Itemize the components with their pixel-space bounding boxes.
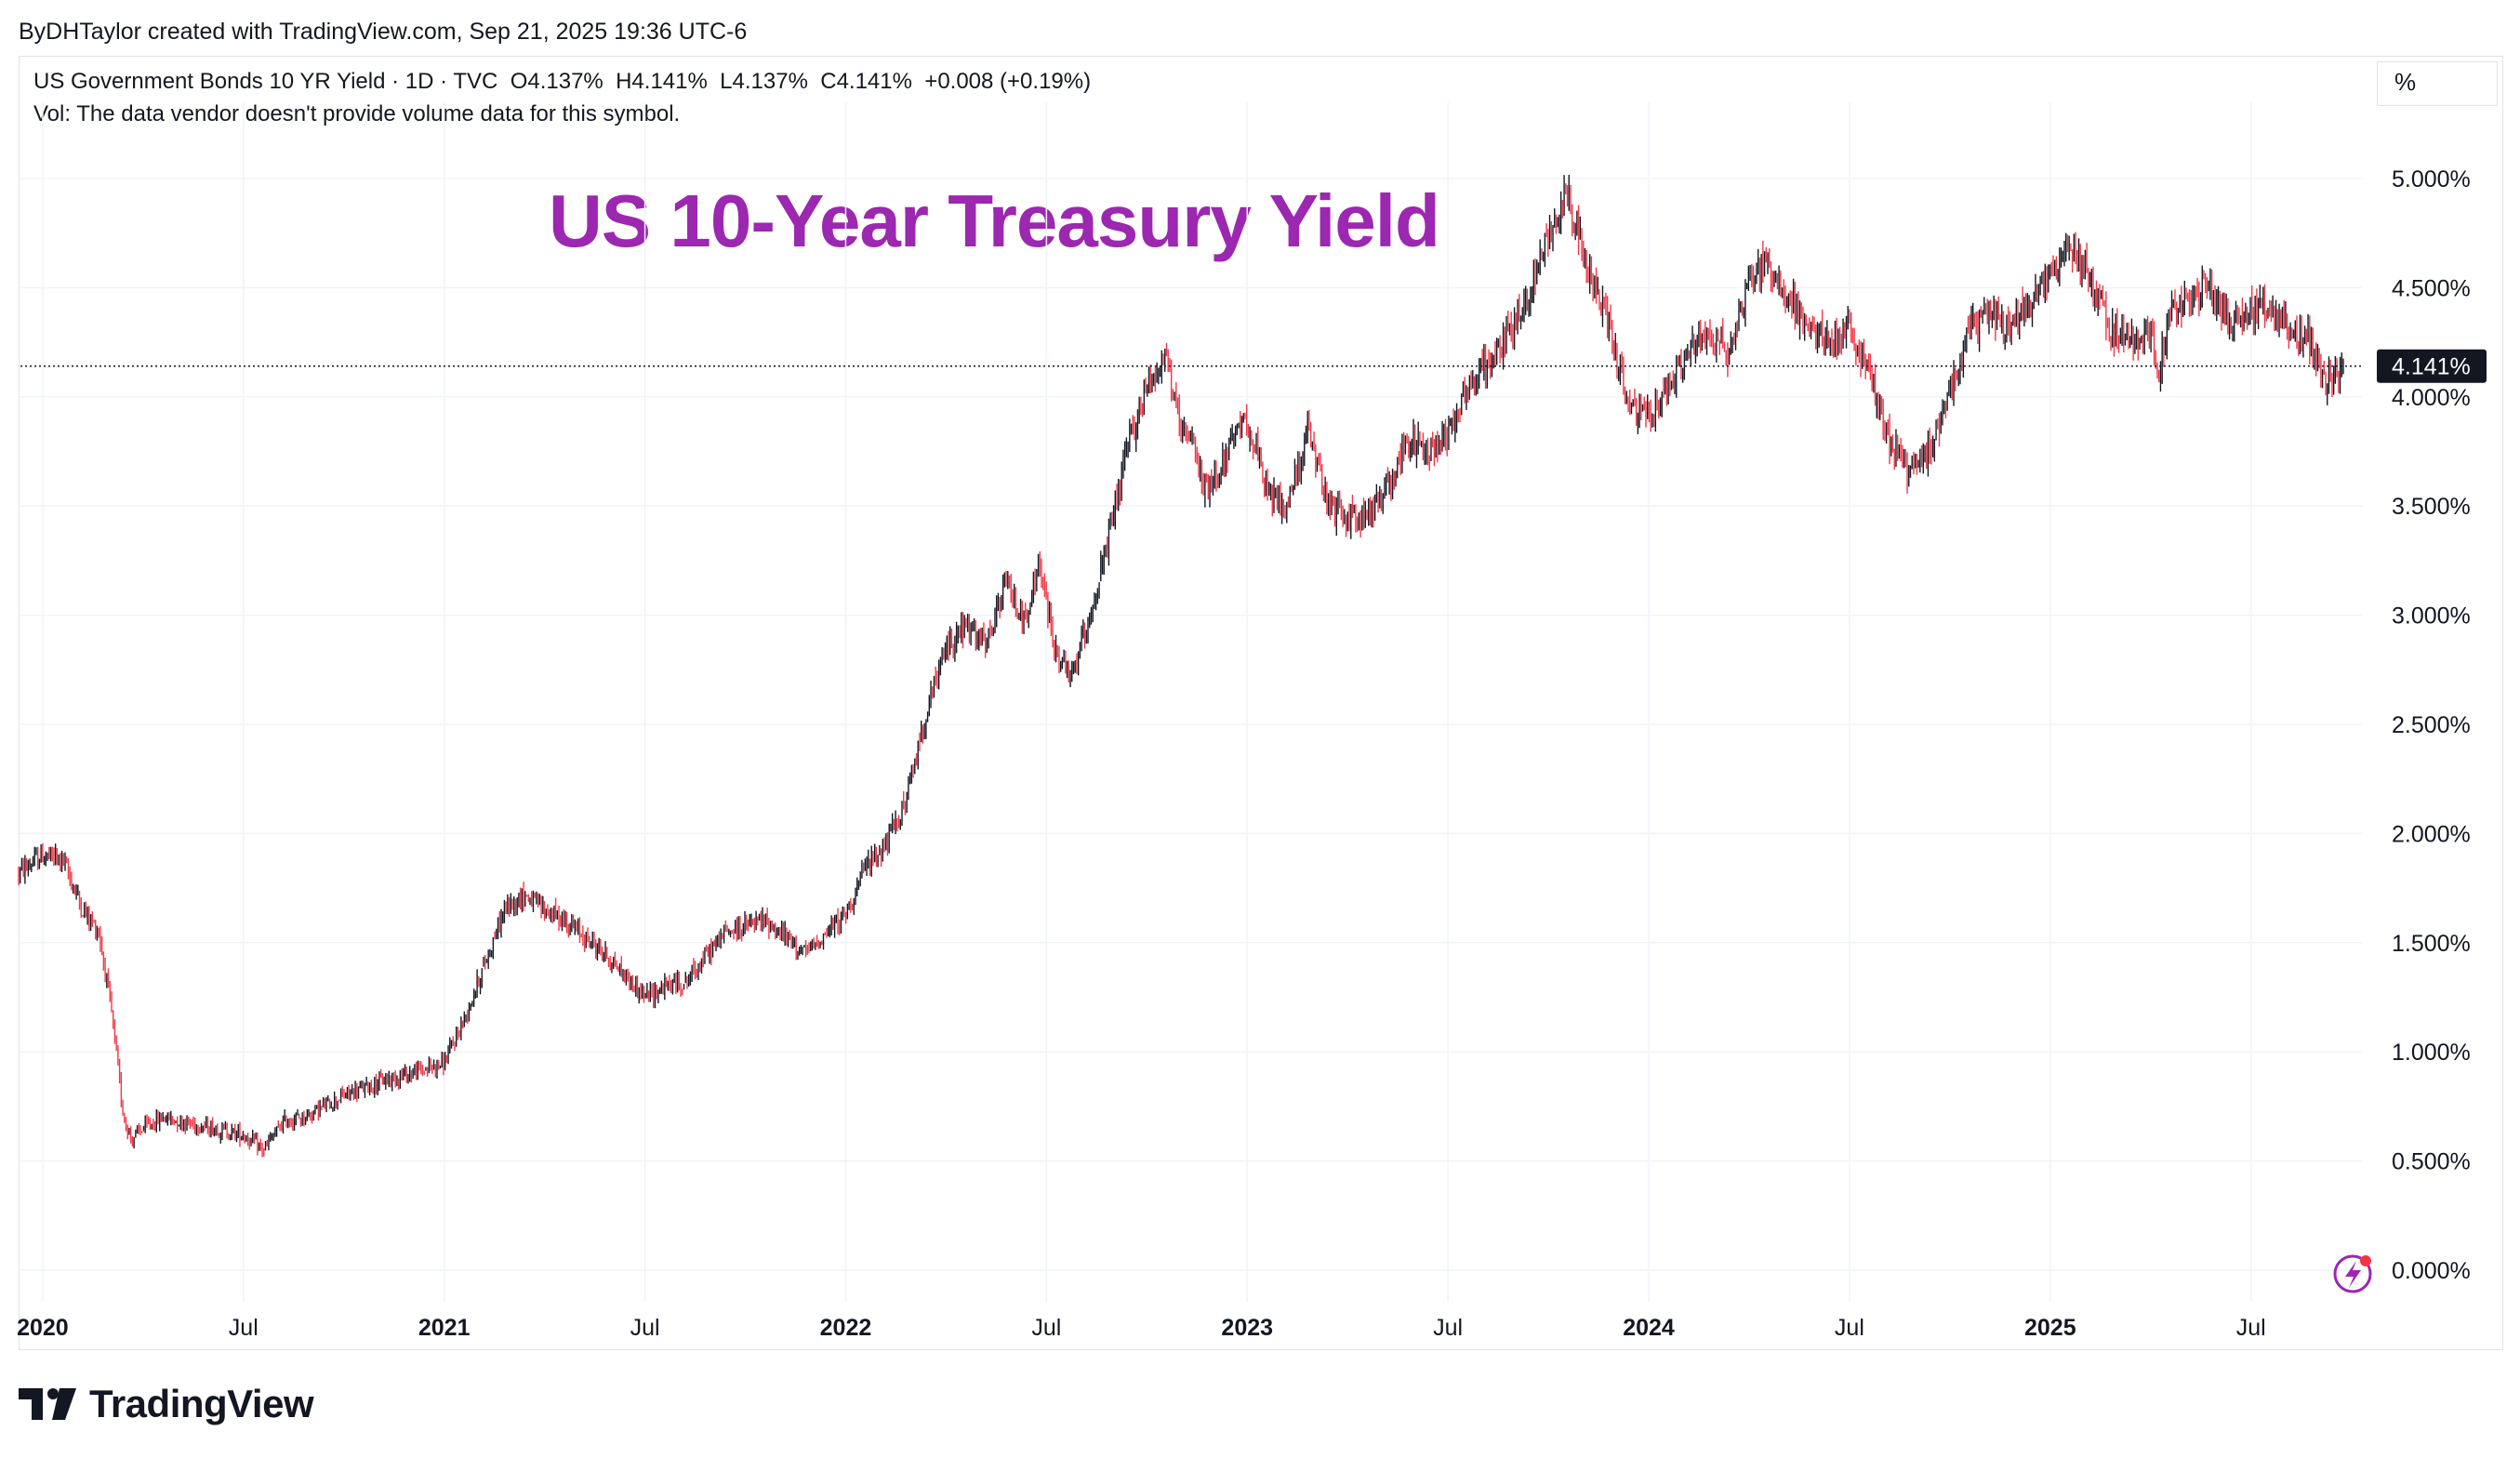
last-price-label: 4.141% [2377,349,2487,383]
x-tick-label: Jul [630,1315,660,1341]
lightning-icon[interactable] [2333,1254,2372,1293]
y-tick-label: 2.000% [2392,821,2471,847]
grid-lines [20,102,2362,1302]
y-tick-label: 1.000% [2392,1040,2471,1066]
y-tick-label: 1.500% [2392,931,2471,957]
y-tick-label: 5.000% [2392,166,2471,192]
y-tick-label: 3.000% [2392,603,2471,630]
x-tick-label: 2020 [17,1315,69,1341]
last-price-label-text: 4.141% [2392,354,2471,380]
x-tick-label: 2024 [1623,1315,1675,1341]
x-tick-label: 2025 [2024,1315,2076,1341]
attribution-text: ByDHTaylor created with TradingView.com,… [19,19,748,45]
brand-name: TradingView [89,1382,314,1425]
x-tick-label: Jul [1031,1315,1061,1341]
percent-scale-button[interactable]: % [2377,61,2498,106]
x-tick-label: 2023 [1221,1315,1273,1341]
y-axis: 0.000% 0.500% 1.000% 1.500% 2.000% 2.500% 3.00… [2392,166,2471,1284]
tradingview-logo-icon [19,1388,76,1420]
y-tick-label: 3.500% [2392,494,2471,520]
tradingview-brand[interactable]: TradingView [19,1382,314,1426]
x-tick-label: Jul [1835,1315,1864,1341]
y-tick-label: 4.500% [2392,275,2471,301]
volume-note: Vol: The data vendor doesn't provide vol… [33,101,681,126]
y-tick-label: 2.500% [2392,712,2471,738]
y-tick-label: 0.500% [2392,1149,2471,1175]
x-tick-label: 2022 [820,1315,872,1341]
candlestick-chart[interactable]: 0.000% 0.500% 1.000% 1.500% 2.000% 2.500% 3.00… [0,0,2520,1358]
x-tick-label: 2021 [418,1315,471,1341]
x-axis: 2020 Jul 2021 Jul 2022 Jul 2023 Jul 2024 Jul 2025 J… [17,1315,2266,1341]
y-tick-label: 4.000% [2392,385,2471,411]
ohlc-values: O4.137% H4.141% L4.137% C4.141% +0.008 (… [510,69,1092,94]
last-price-label-bg [2377,349,2487,383]
symbol-name[interactable]: US Government Bonds 10 YR Yield · 1D · T… [33,69,498,94]
x-tick-label: Jul [1433,1315,1463,1341]
candles [18,174,2344,1158]
symbol-legend: US Government Bonds 10 YR Yield · 1D · T… [33,69,1091,95]
chart-title: US 10-Year Treasury Yield [549,179,1440,262]
y-tick-label: 0.000% [2392,1258,2471,1284]
x-tick-label: Jul [2236,1315,2266,1341]
chart-frame [19,56,2503,1350]
x-tick-label: Jul [229,1315,259,1341]
